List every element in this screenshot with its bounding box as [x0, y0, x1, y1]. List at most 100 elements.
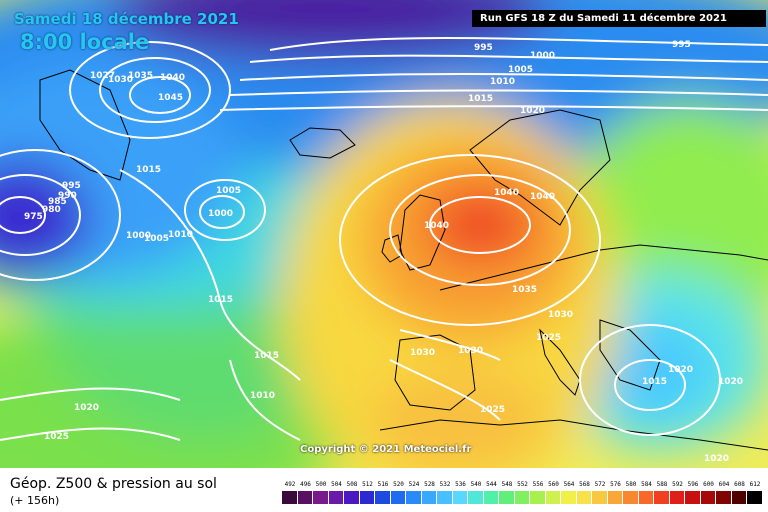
valid-time: 8:00 locale: [20, 30, 150, 54]
scale-label: 604: [718, 481, 730, 488]
pressure-label: 1020: [718, 377, 743, 387]
scale-swatch: [700, 491, 716, 504]
isobar-nw-high-1035: [69, 41, 231, 139]
pressure-label: 985: [48, 197, 67, 207]
isobar-1030-iberia: [399, 329, 501, 361]
pressure-label: 1015: [642, 377, 667, 387]
scale-swatch: [716, 491, 732, 504]
pressure-label: 1035: [512, 285, 537, 295]
pressure-label: 1027: [90, 71, 115, 81]
scale-swatch: [468, 491, 484, 504]
pressure-label: 1030: [458, 346, 483, 356]
isobars: [0, 37, 768, 441]
scale-label: 556: [532, 481, 544, 488]
scale-label: 568: [579, 481, 590, 488]
pressure-label: 1005: [508, 65, 533, 75]
pressure-label: 1005: [216, 186, 241, 196]
scale-swatch: [592, 491, 608, 504]
scale-label: 564: [563, 481, 575, 488]
pressure-label: 1020: [74, 403, 99, 413]
scale-swatch: [545, 491, 561, 504]
scale-swatch: [576, 491, 592, 504]
scale-label: 540: [470, 481, 482, 488]
isobar-1020-south: [0, 387, 181, 401]
forecast-hour: (+ 156h): [10, 494, 60, 507]
scale-label: 552: [517, 481, 528, 488]
scale-label: 600: [703, 481, 714, 488]
isobar-low-mid-1005: [184, 179, 266, 241]
isobar-high-1035: [389, 174, 571, 286]
isobar-north-1010: [229, 89, 768, 96]
field-cyan-east-core: [590, 320, 710, 420]
scale-swatch: [344, 491, 360, 504]
scale-swatch: [282, 491, 298, 504]
isobar-low-mid-1000: [199, 195, 245, 229]
scale-swatch: [499, 491, 515, 504]
italy-coast: [539, 328, 581, 396]
scale-swatch: [297, 491, 313, 504]
pressure-label: 1025: [480, 405, 505, 415]
pressure-label: 1040: [530, 192, 555, 202]
scale-label: 500: [315, 481, 327, 488]
geopotential-field: [0, 0, 768, 468]
scale-swatch: [514, 491, 530, 504]
isobar-1025-south: [0, 427, 181, 441]
scale-swatch: [685, 491, 701, 504]
scale-swatch: [437, 491, 453, 504]
scale-swatch: [406, 491, 422, 504]
pressure-label: 1015: [136, 165, 161, 175]
scale-swatch: [483, 491, 499, 504]
scale-swatch: [747, 491, 763, 504]
valid-date: Samedi 18 décembre 2021: [14, 10, 239, 28]
pressure-labels: 1040 1045 1035 1030 1027 1015 995 990 98…: [24, 40, 743, 464]
isobar-low-east-1015: [614, 359, 686, 411]
pressure-label: 1030: [410, 348, 435, 358]
ireland-coast: [381, 234, 403, 263]
isobar-low-west-985: [0, 174, 81, 256]
scale-swatch: [359, 491, 375, 504]
copyright: Copyright © 2021 Meteociel.fr: [300, 444, 472, 455]
pressure-label: 995: [474, 43, 493, 53]
isobar-high-center: [429, 196, 531, 254]
balkans-coast: [599, 319, 661, 391]
scale-swatch: [623, 491, 639, 504]
isobar-north-1000: [249, 54, 768, 63]
scale-swatch: [731, 491, 747, 504]
scale-swatch: [530, 491, 546, 504]
scale-label: 524: [408, 481, 420, 488]
isobar-1025-iberia: [389, 359, 501, 421]
pressure-label: 1020: [520, 106, 545, 116]
pressure-label: 1040: [160, 73, 185, 83]
scale-label: 504: [331, 481, 342, 488]
scale-label: 508: [346, 481, 358, 488]
scale-label: 588: [656, 481, 668, 488]
north-africa-coast: [379, 419, 768, 451]
pressure-label: 1040: [424, 221, 449, 231]
scale-label: 544: [486, 481, 497, 488]
pressure-label: 1030: [108, 75, 133, 85]
isobar-nw-high-1045: [129, 76, 191, 114]
isobar-nw-high-1040: [99, 57, 211, 123]
scale-swatch: [375, 491, 391, 504]
scale-label: 596: [687, 481, 699, 488]
pressure-label: 1000: [208, 209, 233, 219]
scale-label: 576: [610, 481, 621, 488]
legend-bar: [0, 468, 768, 512]
map-canvas: 1040 1045 1035 1030 1027 1015 995 990 98…: [0, 0, 768, 468]
pressure-label: 1010: [490, 77, 515, 87]
isobar-north-1005: [239, 73, 768, 81]
pressure-label: 1015: [208, 295, 233, 305]
pressure-label: 995: [672, 40, 691, 50]
scale-label: 532: [439, 481, 451, 488]
scale-label: 512: [362, 481, 373, 488]
isobar-1010-south: [229, 359, 301, 441]
isobar-high-1030: [339, 154, 601, 326]
scale-swatch: [638, 491, 654, 504]
scale-label: 520: [393, 481, 404, 488]
isobar-low-west-995: [0, 149, 121, 281]
run-info: Run GFS 18 Z du Samedi 11 décembre 2021: [472, 10, 766, 27]
scale-swatch: [452, 491, 468, 504]
pressure-label: 1000: [530, 51, 555, 61]
scale-label: 496: [300, 481, 311, 488]
pressure-label: 995: [62, 181, 81, 191]
